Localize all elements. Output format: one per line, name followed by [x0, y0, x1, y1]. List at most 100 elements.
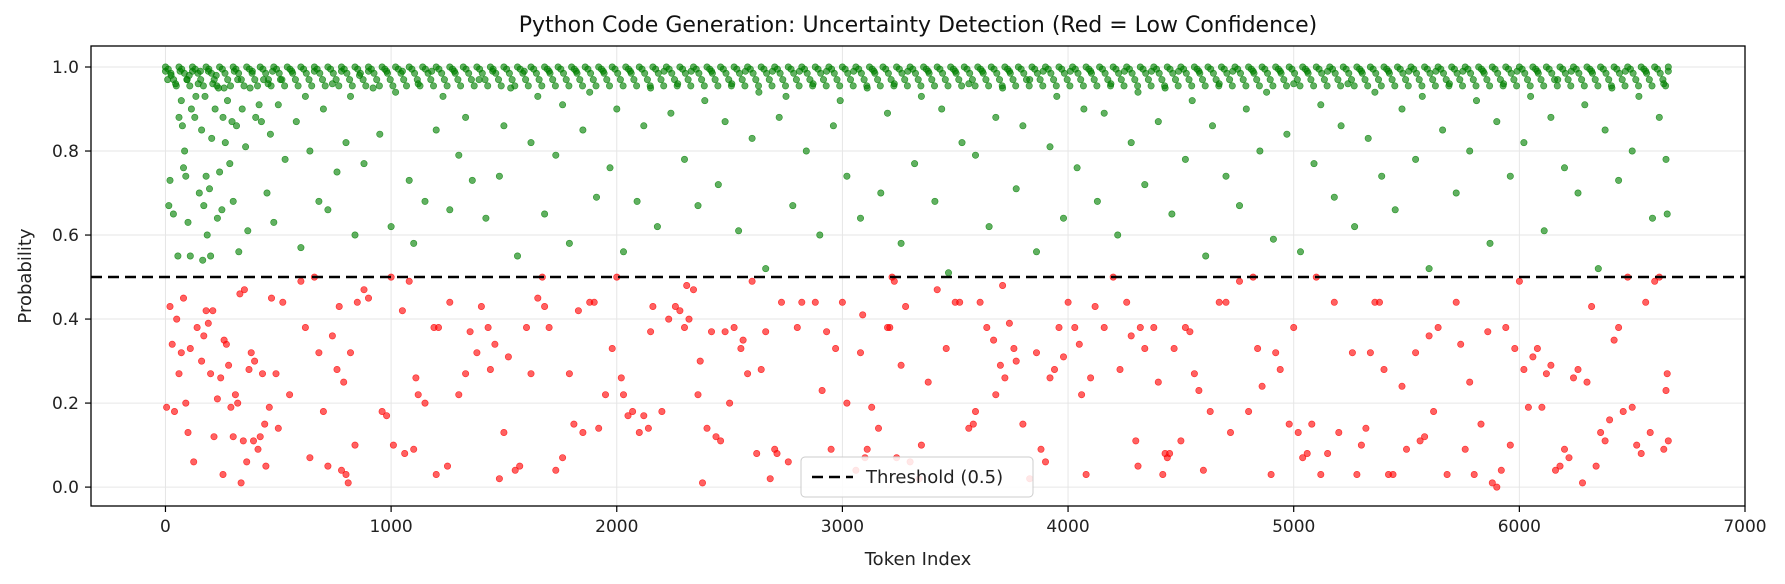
- low-confidence-point: [1637, 449, 1645, 457]
- high-confidence-point: [281, 155, 289, 163]
- high-confidence-point: [998, 82, 1006, 90]
- high-confidence-point: [995, 76, 1003, 84]
- low-confidence-point: [383, 412, 391, 420]
- high-confidence-point: [1415, 76, 1423, 84]
- high-confidence-point: [1250, 69, 1258, 77]
- low-confidence-point: [405, 277, 413, 285]
- x-tick-label: 6000: [1498, 517, 1541, 537]
- high-confidence-point: [202, 172, 210, 180]
- high-confidence-point: [1199, 76, 1207, 84]
- low-confidence-point: [207, 370, 215, 378]
- high-confidence-point: [1104, 76, 1112, 84]
- high-confidence-point: [680, 155, 688, 163]
- high-confidence-point: [218, 206, 226, 214]
- low-confidence-point: [685, 315, 693, 323]
- high-confidence-point: [958, 82, 966, 90]
- high-confidence-point: [1142, 69, 1150, 77]
- high-confidence-point: [1418, 92, 1426, 100]
- low-confidence-point: [527, 370, 535, 378]
- high-confidence-point: [930, 82, 938, 90]
- high-confidence-point: [1351, 223, 1359, 231]
- high-confidence-point: [182, 172, 190, 180]
- low-confidence-point: [237, 479, 245, 487]
- high-confidence-point: [421, 197, 429, 205]
- high-confidence-point: [174, 252, 182, 260]
- high-confidence-point: [722, 69, 730, 77]
- low-confidence-point: [1421, 433, 1429, 441]
- high-confidence-point: [194, 69, 202, 77]
- high-confidence-point: [802, 147, 810, 155]
- low-confidence-point: [1236, 277, 1244, 285]
- low-confidence-point: [942, 344, 950, 352]
- high-confidence-point: [714, 82, 722, 90]
- high-confidence-point: [186, 252, 194, 260]
- low-confidence-point: [971, 407, 979, 415]
- low-confidence-point: [1064, 298, 1072, 306]
- high-confidence-point: [1601, 126, 1609, 134]
- low-confidence-point: [346, 349, 354, 357]
- data-points: [162, 63, 1672, 491]
- high-confidence-point: [292, 118, 300, 126]
- low-confidence-point: [1051, 365, 1059, 373]
- low-confidence-point: [1443, 470, 1451, 478]
- high-confidence-point: [332, 76, 340, 84]
- low-confidence-point: [202, 307, 210, 315]
- high-confidence-point: [551, 82, 559, 90]
- high-confidence-point: [549, 76, 557, 84]
- high-confidence-point: [874, 76, 882, 84]
- low-confidence-point: [811, 298, 819, 306]
- high-confidence-point: [446, 206, 454, 214]
- low-confidence-point: [504, 353, 512, 361]
- low-confidence-point: [647, 328, 655, 336]
- low-confidence-point: [412, 374, 420, 382]
- high-confidence-point: [1493, 118, 1501, 126]
- low-confidence-point: [890, 277, 898, 285]
- high-confidence-point: [698, 76, 706, 84]
- high-confidence-point: [229, 197, 237, 205]
- high-confidence-point: [1618, 76, 1626, 84]
- high-confidence-point: [1169, 69, 1177, 77]
- high-confidence-point: [1253, 76, 1261, 84]
- high-confidence-point: [220, 84, 228, 92]
- high-confidence-point: [166, 176, 174, 184]
- high-confidence-point: [562, 76, 570, 84]
- high-confidence-point: [432, 126, 440, 134]
- high-confidence-point: [206, 185, 214, 193]
- high-confidence-point: [208, 69, 216, 77]
- high-confidence-point: [262, 69, 270, 77]
- high-confidence-point: [1310, 160, 1318, 168]
- low-confidence-point: [1195, 386, 1203, 394]
- high-confidence-point: [1079, 82, 1087, 90]
- high-confidence-point: [180, 69, 188, 77]
- high-confidence-point: [302, 69, 310, 77]
- high-confidence-point: [1547, 113, 1555, 121]
- low-confidence-point: [240, 286, 248, 294]
- low-confidence-point: [1664, 437, 1672, 445]
- high-confidence-point: [640, 122, 648, 130]
- high-confidence-point: [619, 82, 627, 90]
- legend-box: [800, 456, 1034, 498]
- high-confidence-point: [755, 88, 763, 96]
- high-confidence-point: [306, 147, 314, 155]
- high-confidence-point: [992, 113, 1000, 121]
- high-confidence-point: [883, 109, 891, 117]
- low-confidence-point: [250, 437, 258, 445]
- high-confidence-point: [1134, 82, 1142, 90]
- low-confidence-point: [818, 386, 826, 394]
- low-confidence-point: [256, 433, 264, 441]
- low-confidence-point: [649, 302, 657, 310]
- high-confidence-point: [1605, 76, 1613, 84]
- high-confidence-point: [373, 76, 381, 84]
- low-confidence-point: [200, 332, 208, 340]
- high-confidence-point: [1066, 82, 1074, 90]
- low-confidence-point: [671, 302, 679, 310]
- low-confidence-point: [1075, 340, 1083, 348]
- low-confidence-point: [874, 424, 882, 432]
- high-confidence-point: [359, 76, 367, 84]
- high-confidence-point: [741, 82, 749, 90]
- low-confidence-point: [541, 302, 549, 310]
- high-confidence-point: [809, 82, 817, 90]
- high-confidence-point: [360, 160, 368, 168]
- high-confidence-point: [1664, 63, 1672, 71]
- low-confidence-point: [1570, 374, 1578, 382]
